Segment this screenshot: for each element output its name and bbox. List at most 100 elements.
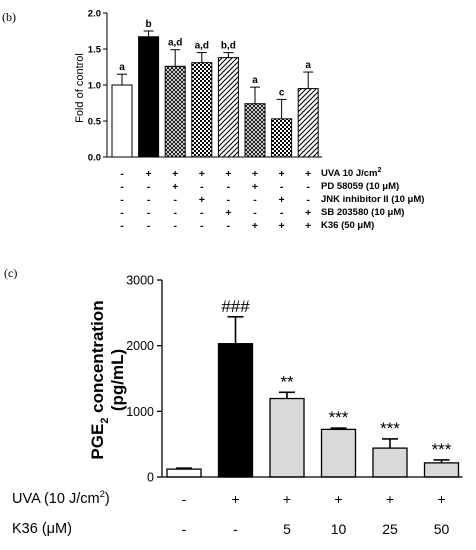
- panel-b-treatment-mark: -: [253, 207, 257, 219]
- panel-c-bar: [217, 343, 254, 478]
- panel-b-treatment-mark: -: [120, 220, 124, 232]
- panel-c-treatment-label: UVA (10 J/cm2): [12, 489, 110, 507]
- panel-b-bar: [271, 118, 293, 158]
- panel-b-treatment-mark: -: [200, 207, 204, 219]
- panel-b-treatment-mark: -: [200, 220, 204, 232]
- panel-b-significance-letter: b,d: [221, 41, 236, 52]
- panel-b-treatment-label: K36 (50 μM): [321, 220, 374, 231]
- panel-b-treatment-label: PD 58059 (10 μM): [321, 181, 399, 192]
- panel-c-treatment-mark: -: [233, 521, 238, 537]
- panel-b-treatment-mark: -: [306, 194, 310, 206]
- panel-b-treatment-mark: +: [252, 220, 258, 232]
- panel-c-treatment-mark: -: [182, 521, 187, 537]
- panel-c-chart: (c) PGE2 concentration (pg/mL) 010002000…: [4, 266, 463, 537]
- panel-c-significance-label: ###: [221, 297, 250, 316]
- panel-b-treatment-mark: +: [199, 168, 205, 180]
- panel-b-bar: [111, 84, 133, 158]
- panel-c-treatment-mark: 50: [434, 521, 450, 537]
- panel-c-y-label-sub: 2: [99, 418, 111, 424]
- panel-c-significance-label: ***: [432, 440, 452, 459]
- panel-b-significance-letter: a,d: [168, 38, 182, 49]
- panel-c-bar: [372, 447, 408, 478]
- panel-c-y-label-post: concentration: [88, 300, 107, 417]
- panel-c-bars: ###***********: [162, 297, 463, 478]
- panel-b-treatment-mark: -: [173, 194, 177, 206]
- panel-b-treatment-mark: -: [173, 220, 177, 232]
- panel-b-y-tick-label: 2.0: [88, 9, 101, 20]
- panel-c-treatment-mark: 10: [331, 521, 347, 537]
- panel-b-treatment-mark: +: [252, 168, 258, 180]
- panel-c-treatment-mark: +: [283, 491, 291, 507]
- panel-b-treatment-mark: -: [173, 207, 177, 219]
- panel-c-treatment-label-text: K36 (μM): [12, 521, 72, 537]
- panel-c-y-axis: 0 1000 2000 3000: [126, 274, 163, 485]
- panel-b-treatment-mark: +: [252, 181, 258, 193]
- panel-b-y-tick-label: 1.5: [88, 45, 102, 56]
- panel-b-treatment-mark: +: [199, 194, 205, 206]
- panel-b-treatment-mark: +: [225, 168, 231, 180]
- panel-b-treatment-mark: -: [147, 207, 151, 219]
- panel-c-bar: [320, 428, 357, 478]
- panel-c-treatment-label: K36 (μM): [12, 521, 72, 537]
- panel-b-treatment-mark: +: [279, 194, 285, 206]
- panel-c-treatment-mark: 5: [283, 521, 291, 537]
- panel-c-significance-label: **: [280, 372, 294, 391]
- panel-b-bar: [244, 103, 266, 158]
- panel-c-significance-label: ***: [329, 408, 349, 427]
- panel-b-significance-letter: a: [252, 75, 258, 86]
- panel-b-treatment-mark: -: [120, 168, 124, 180]
- panel-b-treatment-label-text: UVA 10 J/cm: [321, 168, 378, 179]
- panel-b-treatment-mark: -: [120, 194, 124, 206]
- panel-b-treatment-mark: -: [253, 194, 257, 206]
- panel-b-treatment-mark: -: [227, 220, 231, 232]
- panel-b-treatment-mark: +: [279, 220, 285, 232]
- panel-b-bar: [164, 65, 186, 158]
- panel-b-treatment-mark: +: [305, 220, 311, 232]
- panel-b-significance-letter: a: [305, 60, 311, 71]
- panel-b-treatment-label-text: SB 203580 (10 μM): [321, 207, 404, 218]
- panel-c-treatment-label-text: UVA (10 J/cm: [12, 491, 100, 507]
- panel-c-y-tick-label: 0: [147, 471, 154, 485]
- panel-b-treatment-label-text: K36 (50 μM): [321, 220, 374, 231]
- panel-b-bar: [217, 57, 239, 158]
- panel-b-treatment-label: SB 203580 (10 μM): [321, 207, 404, 218]
- panel-b-treatment-mark: +: [146, 168, 152, 180]
- panel-c-treatment-mark: +: [334, 491, 342, 507]
- panel-c-y-label-pre: PGE: [88, 424, 107, 460]
- panel-c-treatment-label-sup: 2: [100, 489, 105, 500]
- panel-b-chart: (b) Fold of control 0.0 0.5 1.0 1.5 2.0 a b a,…: [2, 9, 424, 233]
- panel-b-treatment-label: JNK inhibitor II (10 μM): [321, 194, 424, 205]
- panel-b-treatment-mark: -: [147, 194, 151, 206]
- panel-c-treatment-mark: +: [231, 491, 239, 507]
- panel-c-y-tick-label: 2000: [126, 339, 154, 353]
- panel-b-y-tick-label: 1.0: [88, 81, 101, 92]
- panel-c-y-tick-label: 1000: [126, 405, 154, 419]
- panel-b-bar: [138, 36, 160, 158]
- panel-b-y-axis-label: Fold of control: [74, 53, 86, 123]
- panel-b-treatment-mark: -: [147, 181, 151, 193]
- panel-b-treatment-label: UVA 10 J/cm2: [321, 167, 382, 179]
- panel-b-treatment-mark: +: [305, 168, 311, 180]
- panel-b-y-tick-label: 0.0: [88, 153, 101, 164]
- panel-b-y-tick-label: 0.5: [88, 117, 102, 128]
- panel-b-bar: [297, 88, 319, 158]
- panel-c-bar: [166, 468, 202, 478]
- panel-b-bars: a b a,d a,d b,d a c a: [107, 19, 323, 158]
- panel-b-significance-letter: a,d: [195, 41, 209, 52]
- panel-b-treatment-mark: -: [280, 207, 284, 219]
- panel-b-treatment-label-sup: 2: [378, 167, 382, 174]
- panel-c-y-axis-label: PGE2 concentration: [88, 300, 111, 459]
- panel-c-treatment-label-end: ): [105, 491, 110, 507]
- panel-b-treatment-mark: -: [120, 207, 124, 219]
- panel-b-letter: (b): [2, 10, 16, 24]
- panel-c-treatment-mark: -: [182, 491, 187, 507]
- panel-b-significance-letter: c: [279, 87, 285, 98]
- panel-c-bar: [423, 462, 460, 478]
- panel-b-treatment-mark: -: [227, 181, 231, 193]
- panel-b-treatment-mark: +: [172, 168, 178, 180]
- panel-c-treatment-table: - + + + + + UVA (10 J/cm2) - - 5 10 25 50 K36 (μM): [12, 489, 449, 537]
- panel-b-treatment-table: - + + + + + + + UVA 10 J/cm2- - + - - + - - PD 58059 (10…: [120, 167, 424, 232]
- panel-c-letter: (c): [4, 266, 17, 280]
- panel-b-treatment-mark: -: [147, 220, 151, 232]
- panel-c-significance-label: ***: [380, 419, 400, 438]
